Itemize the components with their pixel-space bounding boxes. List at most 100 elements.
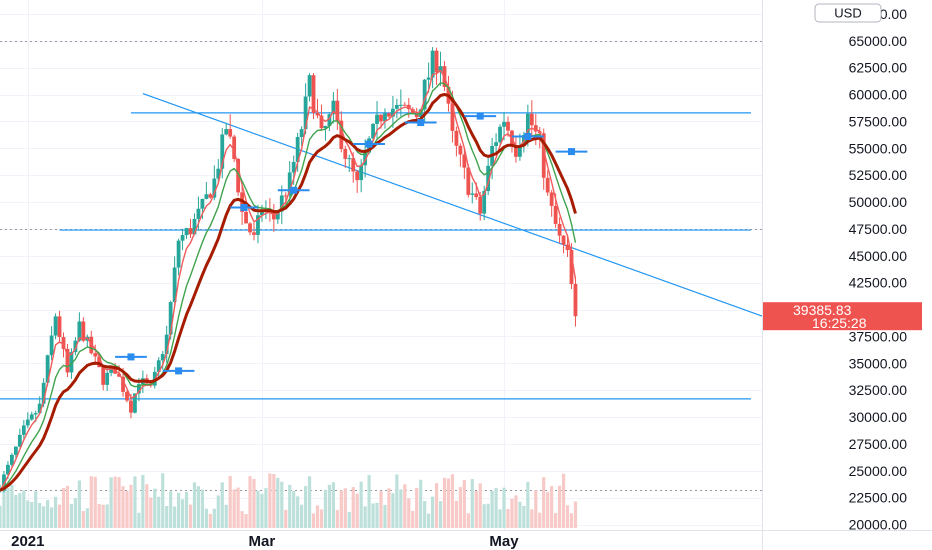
time-tick-label: Mar bbox=[249, 533, 276, 550]
candle-body bbox=[212, 178, 217, 198]
price-tick-label: 35000.00 bbox=[849, 355, 908, 371]
candle-body bbox=[482, 191, 487, 214]
candle-body bbox=[41, 382, 46, 404]
candle-body bbox=[244, 211, 248, 224]
volume-bar bbox=[276, 477, 280, 528]
price-axis[interactable]: 67500.0065000.0062500.0060000.0057500.00… bbox=[849, 6, 908, 533]
volume-bar bbox=[355, 493, 359, 528]
volume-bar bbox=[546, 492, 550, 528]
volume-bars bbox=[0, 473, 578, 528]
volume-bar bbox=[280, 481, 284, 528]
volume-bar bbox=[407, 498, 411, 528]
volume-bar bbox=[534, 490, 538, 528]
volume-bar bbox=[478, 483, 482, 528]
moving-averages bbox=[0, 69, 577, 492]
candle-body bbox=[410, 109, 415, 114]
candle-body bbox=[474, 193, 479, 198]
candle-body bbox=[402, 104, 407, 106]
volume-bar bbox=[260, 493, 264, 528]
volume-bar bbox=[105, 504, 109, 528]
volume-bar bbox=[272, 474, 276, 528]
candle-body bbox=[327, 114, 332, 126]
volume-bar bbox=[22, 490, 26, 528]
candle-body bbox=[37, 403, 42, 414]
volume-bar bbox=[387, 488, 391, 528]
volume-bar bbox=[53, 496, 58, 528]
volume-bar bbox=[97, 504, 101, 528]
volume-bar bbox=[502, 487, 506, 528]
volume-bar bbox=[256, 490, 260, 528]
price-tick-label: 50000.00 bbox=[849, 194, 908, 210]
price-tick-label: 62500.00 bbox=[849, 60, 908, 76]
candle-body bbox=[375, 114, 379, 124]
candle-body bbox=[454, 130, 459, 146]
volume-bar bbox=[446, 478, 451, 528]
candle-body bbox=[486, 165, 491, 192]
candle-body bbox=[260, 210, 264, 216]
candle-body bbox=[450, 103, 455, 131]
price-tick-label: 47500.00 bbox=[849, 221, 908, 237]
marker-point bbox=[175, 367, 183, 375]
marker-point bbox=[240, 203, 248, 211]
volume-bar bbox=[550, 486, 554, 528]
candle-body bbox=[2, 474, 6, 491]
candle-body bbox=[557, 223, 562, 236]
candle-body bbox=[160, 354, 165, 361]
candle-body bbox=[6, 464, 10, 475]
volume-bar bbox=[42, 506, 46, 528]
volume-bar bbox=[542, 477, 546, 528]
volume-bar bbox=[315, 505, 320, 528]
volume-bar bbox=[510, 498, 514, 528]
volume-bar bbox=[284, 509, 288, 528]
candle-body bbox=[129, 400, 133, 413]
candle-body bbox=[188, 228, 193, 235]
volume-bar bbox=[109, 477, 113, 528]
volume-bar bbox=[200, 489, 205, 528]
candle-body bbox=[506, 121, 510, 131]
volume-bar bbox=[482, 504, 486, 528]
candle-body bbox=[319, 115, 324, 129]
volume-bar bbox=[153, 488, 157, 528]
price-tick-label: 30000.00 bbox=[849, 409, 908, 425]
marker-point bbox=[290, 186, 298, 194]
volume-bar bbox=[26, 500, 30, 528]
volume-bar bbox=[375, 502, 379, 528]
candle-body bbox=[573, 283, 578, 317]
time-axis[interactable]: 2021 Mar May bbox=[11, 533, 519, 550]
candle-body bbox=[117, 373, 121, 377]
price-tick-label: 45000.00 bbox=[849, 248, 908, 264]
candle-body bbox=[105, 372, 110, 385]
volume-bar bbox=[34, 491, 38, 528]
candle-body bbox=[291, 161, 296, 173]
currency-badge[interactable]: USD bbox=[814, 3, 882, 23]
candle-body bbox=[204, 194, 209, 199]
candle-body bbox=[518, 146, 522, 157]
candle-body bbox=[172, 267, 177, 303]
time-tick-label: May bbox=[489, 533, 519, 550]
candle-body bbox=[101, 367, 106, 385]
candle-body bbox=[529, 113, 534, 126]
volume-bar bbox=[486, 503, 490, 528]
volume-bar bbox=[169, 491, 173, 528]
candle-body bbox=[168, 302, 173, 335]
candle-body bbox=[565, 244, 570, 251]
candle-body bbox=[65, 348, 70, 373]
candle-body bbox=[331, 100, 336, 115]
volume-bar bbox=[423, 501, 427, 528]
candle-body bbox=[228, 129, 233, 137]
volume-bar bbox=[371, 503, 375, 528]
candle-body bbox=[315, 112, 320, 116]
volume-bar bbox=[288, 484, 292, 528]
volume-bar bbox=[165, 506, 169, 528]
candle-body bbox=[541, 133, 546, 178]
last-price-label: 39385.83 16:25:28 bbox=[763, 302, 922, 331]
volume-bar bbox=[85, 508, 89, 528]
volume-bar bbox=[343, 488, 347, 528]
price-tick-label: 55000.00 bbox=[849, 140, 908, 156]
volume-bar bbox=[232, 489, 236, 528]
volume-bar bbox=[522, 506, 526, 528]
volume-bar bbox=[73, 498, 78, 528]
candle-body bbox=[248, 223, 252, 233]
volume-bar bbox=[427, 513, 431, 528]
volume-bar bbox=[6, 488, 10, 528]
